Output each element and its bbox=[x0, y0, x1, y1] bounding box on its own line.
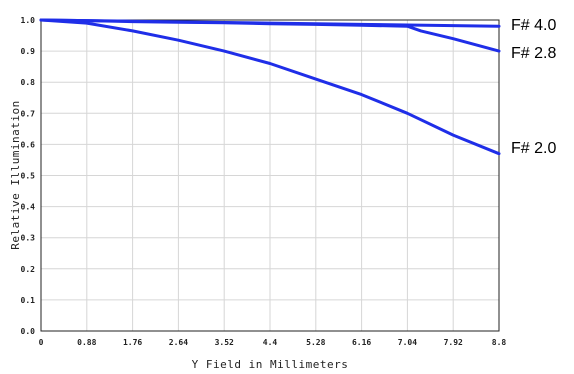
series-label-f2: F# 2.0 bbox=[511, 140, 556, 157]
y-tick-label: 0.8 bbox=[21, 78, 36, 87]
y-tick-label: 0.6 bbox=[21, 140, 36, 149]
series-line-1 bbox=[39, 18, 501, 53]
y-tick-label: 0.1 bbox=[21, 296, 36, 305]
y-tick-label: 0.4 bbox=[21, 203, 36, 212]
plot-border bbox=[40, 19, 500, 332]
series-lines bbox=[39, 18, 501, 156]
x-tick-label: 3.52 bbox=[215, 338, 234, 347]
x-tick-label: 2.64 bbox=[169, 338, 188, 347]
series-label-f28: F# 2.8 bbox=[511, 45, 556, 62]
x-tick-label: 6.16 bbox=[352, 338, 371, 347]
x-tick-label: 8.8 bbox=[492, 338, 507, 347]
x-tick-label: 5.28 bbox=[306, 338, 325, 347]
x-tick-labels: 0 0.88 1.76 2.64 3.52 4.4 5.28 6.16 7.04 7.92 8.8 bbox=[39, 338, 507, 347]
x-axis-title: Y Field in Millimeters bbox=[192, 358, 349, 371]
y-tick-labels: 0.0 0.1 0.2 0.3 0.4 0.5 0.6 0.7 0.8 0.9 1.0 bbox=[21, 16, 36, 336]
y-tick-label: 0.0 bbox=[21, 327, 36, 336]
y-tick-label: 0.2 bbox=[21, 265, 36, 274]
x-tick-label: 0.88 bbox=[77, 338, 96, 347]
y-axis-title: Relative Illumination bbox=[9, 100, 22, 250]
series-line-2 bbox=[39, 18, 501, 156]
x-tick-label: 7.04 bbox=[398, 338, 417, 347]
y-tick-label: 1.0 bbox=[21, 16, 36, 25]
x-tick-label: 1.76 bbox=[123, 338, 142, 347]
x-tick-label: 4.4 bbox=[263, 338, 278, 347]
y-tick-label: 0.7 bbox=[21, 109, 36, 118]
y-tick-label: 0.5 bbox=[21, 172, 36, 181]
y-tick-label: 0.3 bbox=[21, 234, 36, 243]
x-tick-label: 0 bbox=[39, 338, 44, 347]
series-label-f4: F# 4.0 bbox=[511, 17, 556, 34]
grid-lines bbox=[41, 20, 499, 331]
y-tick-label: 0.9 bbox=[21, 47, 36, 56]
x-tick-label: 7.92 bbox=[444, 338, 463, 347]
